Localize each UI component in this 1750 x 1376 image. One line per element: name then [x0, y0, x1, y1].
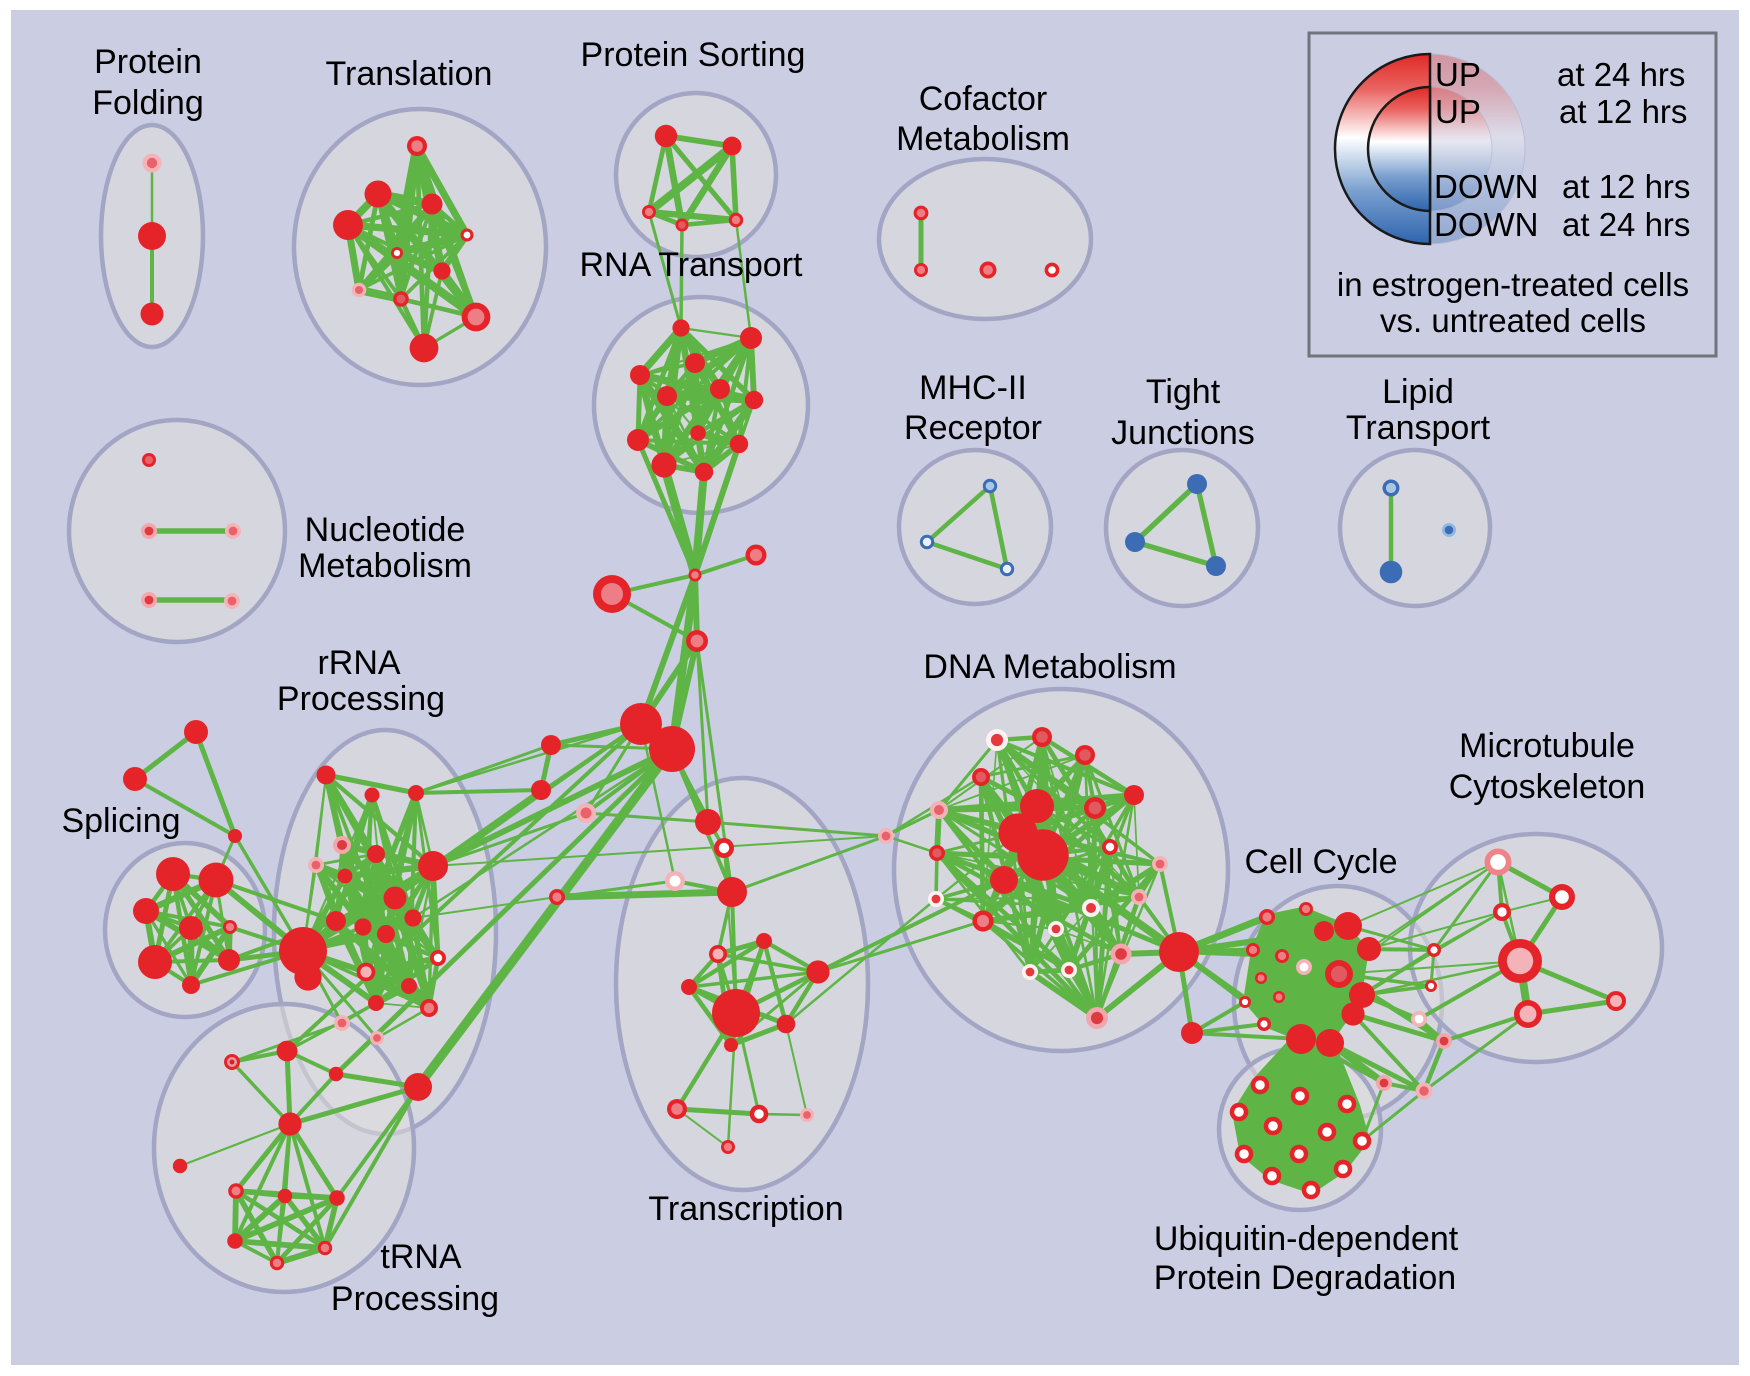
- svg-text:DOWN: DOWN: [1434, 168, 1538, 205]
- svg-text:Folding: Folding: [92, 84, 204, 122]
- svg-text:Protein Sorting: Protein Sorting: [581, 36, 806, 74]
- svg-text:Junctions: Junctions: [1111, 414, 1255, 452]
- svg-text:Transcription: Transcription: [648, 1190, 843, 1228]
- svg-text:Cell Cycle: Cell Cycle: [1244, 843, 1397, 881]
- svg-text:Protein Degradation: Protein Degradation: [1154, 1259, 1456, 1297]
- svg-text:Lipid: Lipid: [1382, 373, 1454, 411]
- svg-text:UP: UP: [1435, 56, 1481, 93]
- svg-text:rRNA: rRNA: [317, 644, 400, 682]
- svg-text:at 12 hrs: at 12 hrs: [1562, 168, 1690, 205]
- svg-text:Translation: Translation: [326, 55, 493, 93]
- svg-text:Cytoskeleton: Cytoskeleton: [1449, 768, 1646, 806]
- svg-text:Protein: Protein: [94, 43, 202, 81]
- svg-text:at 24 hrs: at 24 hrs: [1557, 56, 1685, 93]
- svg-text:at 24 hrs: at 24 hrs: [1562, 206, 1690, 243]
- svg-text:MHC-II: MHC-II: [919, 369, 1027, 407]
- svg-text:Ubiquitin-dependent: Ubiquitin-dependent: [1154, 1220, 1459, 1258]
- svg-text:in estrogen-treated cells: in estrogen-treated cells: [1337, 266, 1689, 303]
- svg-text:Processing: Processing: [277, 680, 445, 718]
- svg-text:Metabolism: Metabolism: [298, 547, 472, 585]
- svg-text:DOWN: DOWN: [1434, 206, 1538, 243]
- svg-text:Processing: Processing: [331, 1280, 499, 1318]
- svg-text:tRNA: tRNA: [380, 1238, 462, 1276]
- svg-text:Tight: Tight: [1146, 373, 1221, 411]
- svg-text:Nucleotide: Nucleotide: [305, 511, 466, 549]
- svg-text:UP: UP: [1435, 93, 1481, 130]
- svg-text:Transport: Transport: [1346, 409, 1491, 447]
- svg-text:Cofactor: Cofactor: [919, 80, 1048, 118]
- svg-text:Microtubule: Microtubule: [1459, 727, 1635, 765]
- svg-text:at 12 hrs: at 12 hrs: [1559, 93, 1687, 130]
- svg-text:vs. untreated cells: vs. untreated cells: [1380, 302, 1646, 339]
- svg-text:DNA Metabolism: DNA Metabolism: [923, 648, 1176, 686]
- svg-text:Splicing: Splicing: [61, 802, 180, 840]
- svg-text:Metabolism: Metabolism: [896, 120, 1070, 158]
- svg-text:RNA Transport: RNA Transport: [580, 246, 804, 284]
- svg-text:Receptor: Receptor: [904, 409, 1042, 447]
